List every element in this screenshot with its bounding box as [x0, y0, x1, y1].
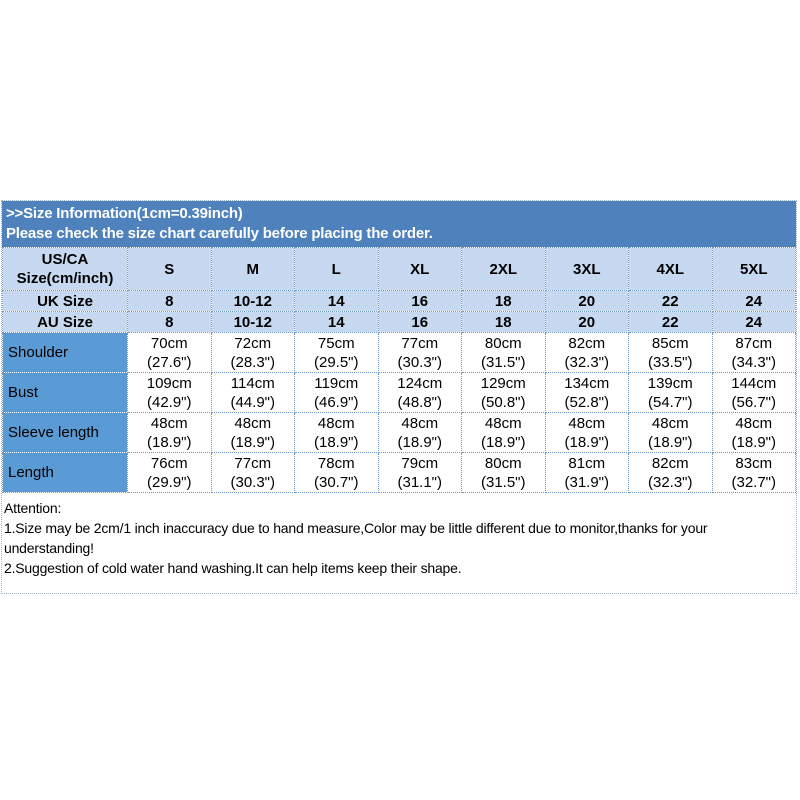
table-cell: 20 [544, 290, 629, 312]
table-row: UK Size 8 10-12 14 16 18 20 22 24 [2, 290, 796, 312]
table-cell: 48cm (18.9") [711, 412, 796, 453]
table-cell: 14 [294, 290, 379, 312]
size-column-header: 3XL [544, 247, 629, 291]
table-cell: 76cm (29.9") [127, 452, 212, 493]
banner-title: >>Size Information(1cm=0.39inch) [6, 205, 243, 222]
table-cell: 48cm (18.9") [127, 412, 212, 453]
table-cell: 144cm (56.7") [711, 372, 796, 413]
table-cell: 20 [544, 311, 629, 333]
attention-note-1: 1.Size may be 2cm/1 inch inaccuracy due … [4, 520, 708, 556]
table-cell: 8 [127, 311, 212, 333]
table-cell: 129cm (50.8") [461, 372, 546, 413]
corner-header-line2: Size(cm/inch) [16, 270, 114, 287]
table-cell: 14 [294, 311, 379, 333]
attention-note-2: 2.Suggestion of cold water hand washing.… [4, 560, 462, 576]
table-row: Length 76cm (29.9") 77cm (30.3") 78cm (30.7… [2, 452, 796, 493]
table-row: AU Size 8 10-12 14 16 18 20 22 24 [2, 311, 796, 333]
table-cell: 79cm (31.1") [377, 452, 462, 493]
size-column-header: M [210, 247, 295, 291]
table-cell: 22 [628, 290, 713, 312]
table-cell: 18 [461, 311, 546, 333]
table-cell: 16 [377, 311, 462, 333]
size-column-header: XL [377, 247, 462, 291]
row-label: Sleeve length [2, 412, 128, 453]
banner-subtitle: Please check the size chart carefully be… [6, 225, 433, 242]
table-cell: 8 [127, 290, 212, 312]
table-cell: 48cm (18.9") [461, 412, 546, 453]
attention-title: Attention: [4, 500, 62, 516]
size-table-body: UK Size 8 10-12 14 16 18 20 22 24 AU Size 8 10-12 14… [2, 290, 796, 493]
row-label: Length [2, 452, 128, 493]
table-cell: 10-12 [210, 311, 295, 333]
size-column-header: 2XL [461, 247, 546, 291]
table-cell: 139cm (54.7") [628, 372, 713, 413]
size-table: US/CA Size(cm/inch) S M L XL 2XL 3XL 4XL 5XL UK… [2, 247, 796, 493]
table-cell: 48cm (18.9") [628, 412, 713, 453]
table-cell: 82cm (32.3") [544, 332, 629, 373]
table-cell: 77cm (30.3") [210, 452, 295, 493]
table-cell: 80cm (31.5") [461, 332, 546, 373]
row-label: AU Size [2, 311, 128, 333]
table-cell: 75cm (29.5") [294, 332, 379, 373]
size-column-header: 4XL [628, 247, 713, 291]
table-cell: 81cm (31.9") [544, 452, 629, 493]
row-label: UK Size [2, 290, 128, 312]
table-cell: 24 [711, 311, 796, 333]
row-label: Bust [2, 372, 128, 413]
table-cell: 78cm (30.7") [294, 452, 379, 493]
table-row: Sleeve length 48cm (18.9") 48cm (18.9") 48c… [2, 412, 796, 453]
table-cell: 119cm (46.9") [294, 372, 379, 413]
size-column-header: S [127, 247, 212, 291]
table-cell: 83cm (32.7") [711, 452, 796, 493]
size-column-header: L [294, 247, 379, 291]
table-cell: 22 [628, 311, 713, 333]
table-row: Shoulder 70cm (27.6") 72cm (28.3") 75cm (29… [2, 332, 796, 373]
table-cell: 85cm (33.5") [628, 332, 713, 373]
row-label: Shoulder [2, 332, 128, 373]
table-cell: 124cm (48.8") [377, 372, 462, 413]
table-cell: 10-12 [210, 290, 295, 312]
size-chart-sheet: >>Size Information(1cm=0.39inch) Please … [1, 200, 797, 594]
corner-header: US/CA Size(cm/inch) [2, 247, 128, 291]
table-cell: 48cm (18.9") [377, 412, 462, 453]
table-cell: 70cm (27.6") [127, 332, 212, 373]
table-cell: 24 [711, 290, 796, 312]
table-cell: 87cm (34.3") [711, 332, 796, 373]
table-cell: 109cm (42.9") [127, 372, 212, 413]
table-cell: 80cm (31.5") [461, 452, 546, 493]
table-cell: 134cm (52.8") [544, 372, 629, 413]
table-cell: 18 [461, 290, 546, 312]
corner-header-line1: US/CA [41, 251, 89, 268]
table-cell: 48cm (18.9") [294, 412, 379, 453]
table-cell: 72cm (28.3") [210, 332, 295, 373]
table-row: Bust 109cm (42.9") 114cm (44.9") 119cm (46.… [2, 372, 796, 413]
size-column-header: 5XL [711, 247, 796, 291]
table-cell: 77cm (30.3") [377, 332, 462, 373]
table-cell: 48cm (18.9") [544, 412, 629, 453]
table-cell: 16 [377, 290, 462, 312]
banner: >>Size Information(1cm=0.39inch) Please … [2, 201, 796, 247]
header-row: US/CA Size(cm/inch) S M L XL 2XL 3XL 4XL 5XL [2, 247, 796, 291]
attention-section: Attention: 1.Size may be 2cm/1 inch inac… [2, 493, 796, 593]
table-cell: 82cm (32.3") [628, 452, 713, 493]
table-cell: 114cm (44.9") [210, 372, 295, 413]
table-cell: 48cm (18.9") [210, 412, 295, 453]
